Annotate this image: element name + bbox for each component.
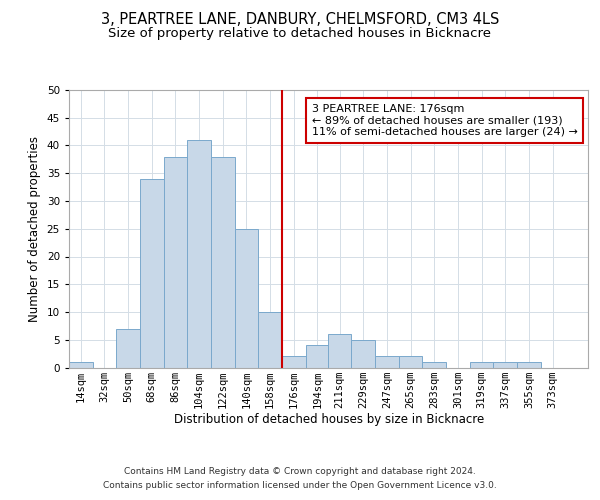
Text: Contains public sector information licensed under the Open Government Licence v3: Contains public sector information licen… <box>103 481 497 490</box>
Bar <box>517 362 541 368</box>
Text: Size of property relative to detached houses in Bicknacre: Size of property relative to detached ho… <box>109 28 491 40</box>
Bar <box>69 362 92 368</box>
Y-axis label: Number of detached properties: Number of detached properties <box>28 136 41 322</box>
Bar <box>187 140 211 368</box>
Bar <box>375 356 399 368</box>
Bar <box>140 179 164 368</box>
Bar <box>422 362 446 368</box>
Bar <box>493 362 517 368</box>
Bar <box>116 328 140 368</box>
Bar <box>235 229 258 368</box>
Text: 3, PEARTREE LANE, DANBURY, CHELMSFORD, CM3 4LS: 3, PEARTREE LANE, DANBURY, CHELMSFORD, C… <box>101 12 499 28</box>
Bar <box>352 340 375 367</box>
Bar <box>258 312 282 368</box>
Bar <box>282 356 305 368</box>
Bar <box>470 362 493 368</box>
Bar <box>399 356 422 368</box>
Text: 3 PEARTREE LANE: 176sqm
← 89% of detached houses are smaller (193)
11% of semi-d: 3 PEARTREE LANE: 176sqm ← 89% of detache… <box>311 104 578 137</box>
Bar <box>305 346 329 368</box>
Text: Distribution of detached houses by size in Bicknacre: Distribution of detached houses by size … <box>173 412 484 426</box>
Bar <box>164 156 187 368</box>
Bar <box>328 334 352 368</box>
Bar <box>211 156 235 368</box>
Text: Contains HM Land Registry data © Crown copyright and database right 2024.: Contains HM Land Registry data © Crown c… <box>124 468 476 476</box>
